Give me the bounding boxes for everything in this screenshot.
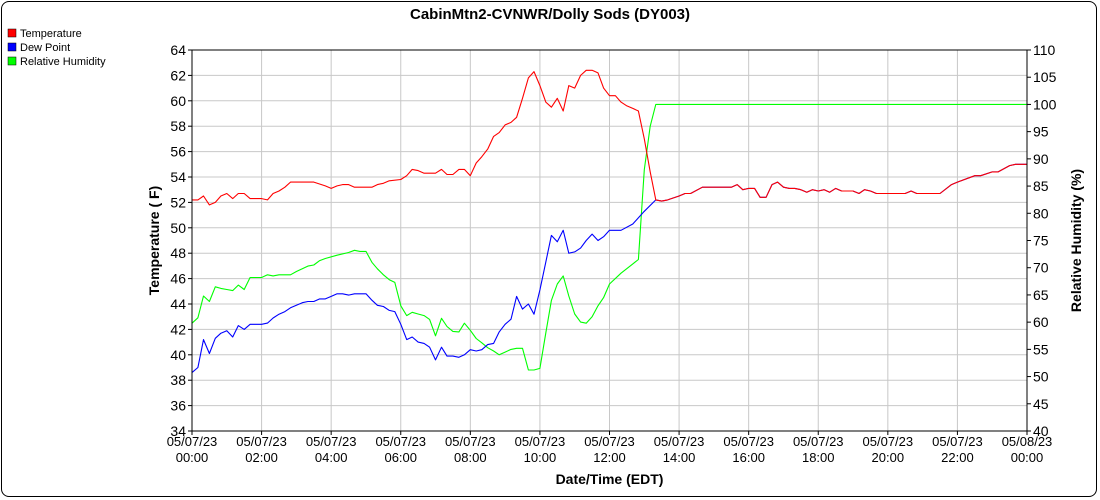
y2-tick-label: 40 bbox=[1033, 423, 1049, 439]
x-tick-time-label: 14:00 bbox=[663, 450, 696, 465]
y2-tick-label: 100 bbox=[1033, 96, 1057, 112]
right-axis-ticks: 40 45 50 55 60 65 70 75 80 85 90 95 100 105 110 bbox=[1027, 42, 1057, 439]
y2-tick-label: 65 bbox=[1033, 287, 1049, 303]
x-tick-time-label: 06:00 bbox=[384, 450, 417, 465]
y-tick-label: 36 bbox=[170, 398, 186, 414]
y-tick-label: 44 bbox=[170, 296, 186, 312]
gridlines bbox=[191, 49, 1028, 432]
x-tick-time-label: 18:00 bbox=[802, 450, 835, 465]
legend-swatch-relative-humidity bbox=[7, 56, 17, 66]
y-tick-label: 42 bbox=[170, 321, 186, 337]
y-tick-label: 56 bbox=[170, 144, 186, 160]
y2-tick-label: 75 bbox=[1033, 233, 1049, 249]
y-tick-label: 46 bbox=[170, 271, 186, 287]
x-tick-date-label: 05/07/23 bbox=[584, 434, 635, 449]
x-tick-time-label: 22:00 bbox=[941, 450, 974, 465]
x-tick-time-label: 12:00 bbox=[593, 450, 626, 465]
y-tick-label: 60 bbox=[170, 93, 186, 109]
x-axis-ticks: 05/07/2300:0005/07/2302:0005/07/2304:000… bbox=[167, 431, 1053, 465]
y-tick-label: 62 bbox=[170, 67, 186, 83]
x-tick-date-label: 05/07/23 bbox=[723, 434, 774, 449]
x-tick-time-label: 02:00 bbox=[245, 450, 278, 465]
y2-tick-label: 95 bbox=[1033, 124, 1049, 140]
legend-label: Dew Point bbox=[20, 42, 70, 54]
series-line-temperature bbox=[192, 69, 1027, 206]
x-tick-date-label: 05/07/23 bbox=[793, 434, 844, 449]
legend: Temperature Dew Point Relative Humidity bbox=[7, 28, 106, 68]
x-tick-time-label: 08:00 bbox=[454, 450, 487, 465]
y2-tick-label: 105 bbox=[1033, 69, 1057, 85]
chart-title: CabinMtn2-CVNWR/Dolly Sods (DY003) bbox=[410, 6, 690, 23]
series-lines bbox=[191, 69, 1027, 374]
series-line-relative-humidity bbox=[191, 103, 1027, 371]
legend-label: Relative Humidity bbox=[20, 56, 106, 68]
y-tick-label: 40 bbox=[170, 347, 186, 363]
y2-tick-label: 80 bbox=[1033, 205, 1049, 221]
y2-tick-label: 60 bbox=[1033, 314, 1049, 330]
x-axis-title: Date/Time (EDT) bbox=[556, 471, 664, 487]
x-tick-date-label: 05/08/23 bbox=[1002, 434, 1053, 449]
x-tick-date-label: 05/07/23 bbox=[863, 434, 914, 449]
x-tick-date-label: 05/07/23 bbox=[445, 434, 496, 449]
x-tick-time-label: 04:00 bbox=[315, 450, 348, 465]
y2-tick-label: 55 bbox=[1033, 341, 1049, 357]
x-tick-time-label: 20:00 bbox=[872, 450, 905, 465]
legend-label: Temperature bbox=[20, 28, 82, 40]
right-axis-title: Relative Humidity (%) bbox=[1068, 169, 1084, 312]
x-tick-date-label: 05/07/23 bbox=[515, 434, 566, 449]
x-tick-date-label: 05/07/23 bbox=[932, 434, 983, 449]
x-tick-date-label: 05/07/23 bbox=[306, 434, 357, 449]
y-tick-label: 58 bbox=[170, 118, 186, 134]
y2-tick-label: 90 bbox=[1033, 151, 1049, 167]
x-tick-time-label: 10:00 bbox=[524, 450, 557, 465]
y-tick-label: 48 bbox=[170, 245, 186, 261]
x-tick-time-label: 00:00 bbox=[1011, 450, 1044, 465]
x-tick-time-label: 16:00 bbox=[732, 450, 765, 465]
x-tick-date-label: 05/07/23 bbox=[167, 434, 218, 449]
x-tick-date-label: 05/07/23 bbox=[375, 434, 426, 449]
left-axis-title: Temperature ( F) bbox=[146, 186, 162, 295]
y-tick-label: 50 bbox=[170, 220, 186, 236]
y2-tick-label: 70 bbox=[1033, 260, 1049, 276]
y-tick-label: 52 bbox=[170, 194, 186, 210]
y2-tick-label: 50 bbox=[1033, 369, 1049, 385]
y2-tick-label: 85 bbox=[1033, 178, 1049, 194]
y-tick-label: 38 bbox=[170, 372, 186, 388]
y-tick-label: 64 bbox=[170, 42, 186, 58]
x-tick-time-label: 00:00 bbox=[176, 450, 209, 465]
y2-tick-label: 45 bbox=[1033, 396, 1049, 412]
x-tick-date-label: 05/07/23 bbox=[654, 434, 705, 449]
y2-tick-label: 110 bbox=[1033, 42, 1056, 58]
y-tick-label: 34 bbox=[170, 423, 186, 439]
legend-swatch-dew-point bbox=[7, 42, 17, 52]
x-tick-date-label: 05/07/23 bbox=[236, 434, 287, 449]
y-tick-label: 54 bbox=[170, 169, 186, 185]
legend-swatch-temperature bbox=[7, 28, 17, 38]
left-axis-ticks: 34 36 38 40 42 44 46 48 50 52 54 56 58 60 62 64 bbox=[170, 42, 192, 439]
